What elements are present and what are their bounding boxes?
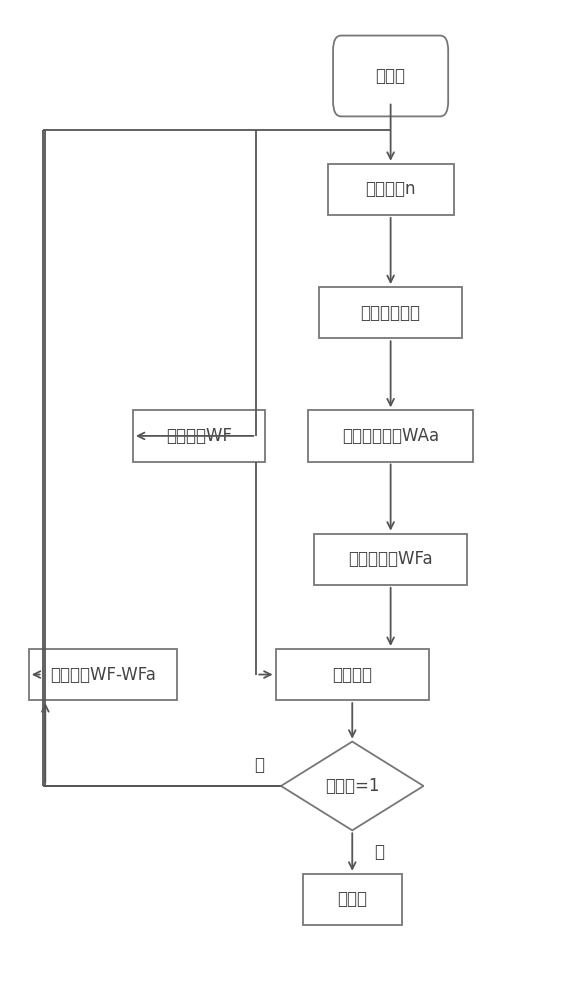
Bar (275, 649, 429, 700)
Bar (328, 164, 454, 215)
Bar (309, 410, 473, 462)
Text: 燃料计量WF: 燃料计量WF (166, 427, 232, 445)
Text: 当量比=1: 当量比=1 (325, 777, 379, 795)
Text: 气体流量测量: 气体流量测量 (361, 304, 420, 322)
Text: 是: 是 (374, 843, 384, 861)
Text: 标况气体流量WAa: 标况气体流量WAa (342, 427, 439, 445)
Text: 否: 否 (254, 756, 264, 774)
FancyBboxPatch shape (333, 36, 448, 116)
Text: 燃气混合: 燃气混合 (332, 666, 372, 684)
Polygon shape (281, 742, 424, 830)
Text: 测量转速n: 测量转速n (365, 180, 416, 198)
Bar (314, 534, 468, 585)
Bar (319, 287, 462, 338)
Text: 燃烧室: 燃烧室 (337, 890, 367, 908)
Text: 增加燃料WF-WFa: 增加燃料WF-WFa (50, 666, 156, 684)
Bar (303, 874, 402, 925)
Text: 点火后: 点火后 (375, 67, 406, 85)
Bar (133, 410, 265, 462)
Text: 计算燃料量WFa: 计算燃料量WFa (348, 550, 433, 568)
Bar (29, 649, 177, 700)
